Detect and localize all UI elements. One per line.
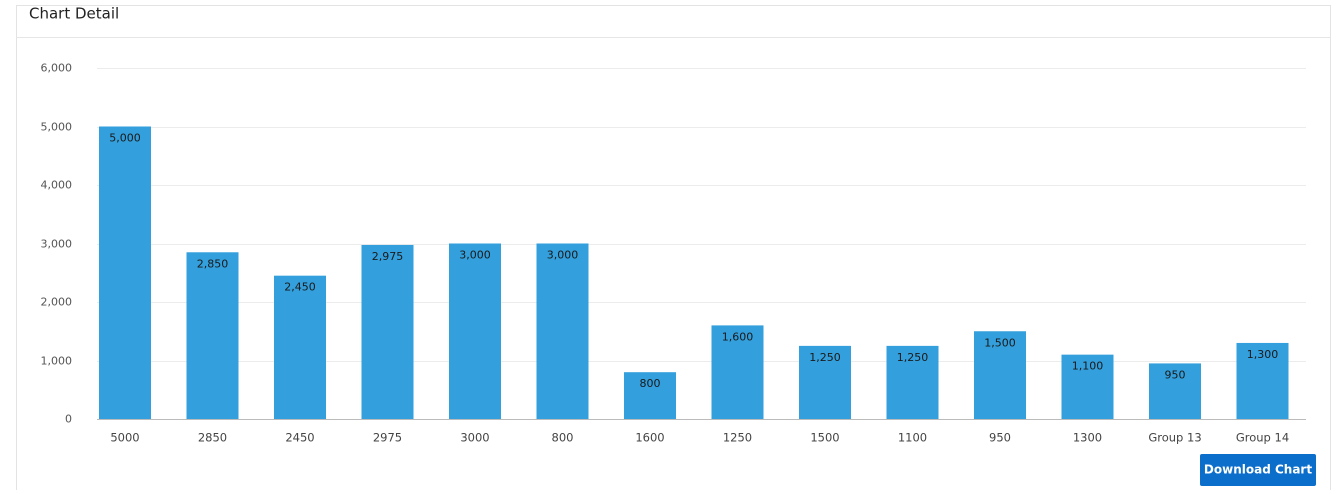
x-tick-label: Group 14 bbox=[1236, 431, 1289, 445]
bar-value-label: 1,500 bbox=[984, 336, 1016, 349]
x-tick-label: 1600 bbox=[635, 431, 664, 445]
bar bbox=[886, 345, 939, 419]
y-tick-label: 1,000 bbox=[41, 355, 73, 368]
bar bbox=[1149, 363, 1201, 419]
x-tick-label: 1300 bbox=[1073, 431, 1102, 445]
bar bbox=[274, 275, 326, 419]
bar bbox=[361, 244, 414, 419]
bar-value-label: 2,450 bbox=[284, 281, 316, 294]
bar-value-label: 1,250 bbox=[809, 351, 841, 364]
x-tick-label: 800 bbox=[552, 431, 574, 445]
y-tick-label: 5,000 bbox=[41, 121, 73, 134]
bar bbox=[536, 243, 589, 419]
bar bbox=[711, 325, 764, 419]
bar bbox=[186, 252, 239, 419]
button-label[interactable]: Download Chart bbox=[1204, 463, 1312, 477]
bar-value-label: 2,850 bbox=[197, 257, 229, 270]
download-button[interactable]: Download Chart bbox=[1200, 454, 1316, 486]
bar-value-label: 2,975 bbox=[372, 250, 404, 263]
bar bbox=[1061, 354, 1114, 419]
x-tick-label: 2850 bbox=[198, 431, 227, 445]
bar bbox=[99, 126, 151, 419]
bar bbox=[974, 331, 1026, 419]
bar bbox=[449, 243, 501, 419]
bar-value-label: 1,250 bbox=[897, 351, 929, 364]
x-tick-label: 5000 bbox=[110, 431, 139, 445]
x-tick-label: 1500 bbox=[810, 431, 839, 445]
bar-value-label: 1,100 bbox=[1072, 360, 1104, 373]
panel-title: Chart Detail bbox=[29, 5, 119, 23]
y-tick-label: 6,000 bbox=[41, 62, 73, 75]
x-tick-label: 1250 bbox=[723, 431, 752, 445]
bar-value-label: 800 bbox=[640, 377, 661, 390]
x-tick-label: 3000 bbox=[460, 431, 489, 445]
bar bbox=[799, 345, 851, 419]
y-tick-label: 3,000 bbox=[41, 238, 73, 251]
bar bbox=[624, 372, 676, 419]
x-tick-label: Group 13 bbox=[1148, 431, 1201, 445]
bar bbox=[1236, 342, 1289, 419]
chart: 0 1,000 2,000 3,000 4,000 5,000 6,000 5000 5,000… bbox=[41, 62, 1306, 445]
y-tick-label: 4,000 bbox=[41, 179, 73, 192]
bar-value-label: 3,000 bbox=[547, 249, 579, 262]
x-tick-label: 2450 bbox=[285, 431, 314, 445]
button-bg[interactable] bbox=[1200, 454, 1316, 486]
bar-value-label: 1,300 bbox=[1247, 348, 1279, 361]
bar-value-label: 5,000 bbox=[109, 132, 141, 145]
y-tick-label: 0 bbox=[65, 413, 72, 426]
x-tick-label: 1100 bbox=[898, 431, 927, 445]
bar-value-label: 950 bbox=[1165, 368, 1186, 381]
bar-value-label: 3,000 bbox=[459, 249, 491, 262]
y-tick-label: 2,000 bbox=[41, 296, 73, 309]
bar-value-label: 1,600 bbox=[722, 330, 754, 343]
x-tick-label: 950 bbox=[989, 431, 1011, 445]
x-tick-label: 2975 bbox=[373, 431, 402, 445]
